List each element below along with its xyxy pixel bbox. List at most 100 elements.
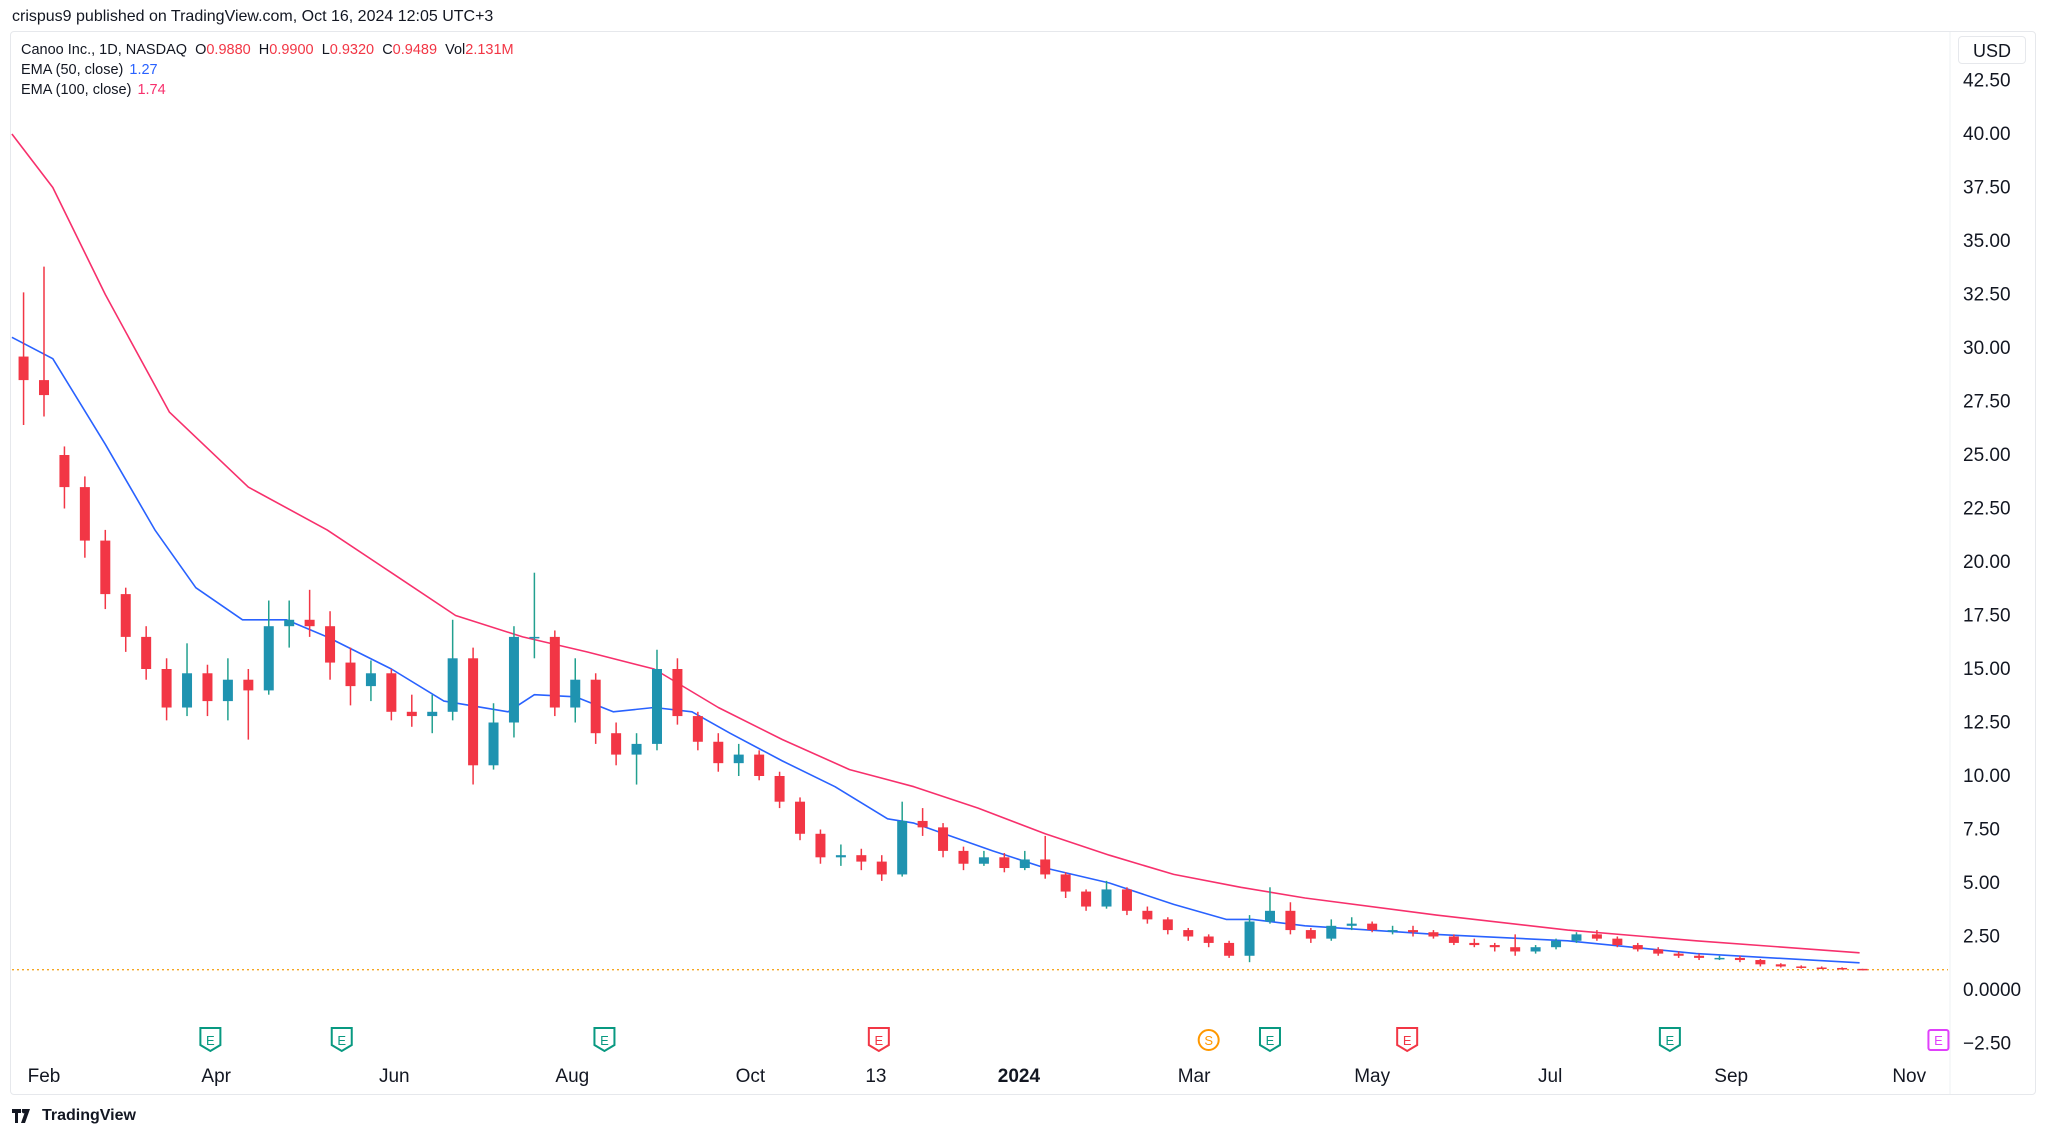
candle-body xyxy=(1653,949,1664,954)
candle-body xyxy=(774,776,785,802)
chart-frame xyxy=(10,31,2036,1095)
candle-body xyxy=(1081,891,1092,907)
ema50-line xyxy=(11,336,1860,964)
event-marker-earnings-miss[interactable]: E xyxy=(1396,1027,1419,1053)
candle xyxy=(1367,921,1378,933)
y-tick-label: 12.50 xyxy=(1963,713,2011,734)
candle xyxy=(1040,835,1051,879)
event-marker-earnings-beat[interactable]: E xyxy=(593,1027,616,1053)
x-tick-label: 13 xyxy=(865,1066,886,1087)
candle-body xyxy=(1060,874,1071,892)
candle-body xyxy=(222,679,233,702)
candle xyxy=(365,660,376,702)
legend-ema50-row[interactable]: EMA (50, close) 1.27 xyxy=(21,60,514,80)
x-tick-label: Jun xyxy=(379,1066,410,1087)
y-tick-label: 10.00 xyxy=(1963,766,2011,787)
y-tick-label: 15.00 xyxy=(1963,659,2011,680)
candle-body xyxy=(1489,945,1500,948)
candle xyxy=(651,649,662,751)
tradingview-logo[interactable]: TradingView xyxy=(12,1107,136,1125)
ema50-label: EMA (50, close) xyxy=(21,62,124,78)
ema100-value: 1.74 xyxy=(137,82,166,98)
event-marker-earnings-miss[interactable]: E xyxy=(867,1027,890,1053)
currency-button[interactable]: USD xyxy=(1958,36,2026,64)
y-tick-label: 7.50 xyxy=(1963,820,2000,841)
candle xyxy=(468,647,479,785)
x-tick-label: Jul xyxy=(1538,1066,1562,1087)
legend-symbol-row: Canoo Inc., 1D, NASDAQ O0.9880 H0.9900 L… xyxy=(21,40,514,60)
candle xyxy=(1081,889,1092,911)
open-value: 0.9880 xyxy=(206,42,251,58)
candle xyxy=(999,853,1010,873)
x-tick-label: Oct xyxy=(736,1066,766,1087)
event-label: E xyxy=(337,1033,346,1048)
candle-body xyxy=(406,711,417,717)
earnings-icon xyxy=(1258,1027,1281,1053)
candle-body xyxy=(1510,947,1521,952)
x-tick-label: Nov xyxy=(1892,1066,1926,1087)
candle-body xyxy=(1121,889,1132,911)
candle xyxy=(1060,872,1071,898)
y-tick-label: −2.50 xyxy=(1963,1034,2011,1055)
candle-body xyxy=(1775,964,1786,967)
candle-body xyxy=(1101,889,1112,907)
event-label: E xyxy=(1266,1033,1275,1048)
candle-body xyxy=(1632,945,1643,950)
tradingview-logo-icon xyxy=(12,1109,30,1123)
x-tick-label: Apr xyxy=(201,1066,231,1087)
candle xyxy=(325,611,336,680)
tradingview-brand: TradingView xyxy=(42,1107,136,1124)
candle-body xyxy=(978,857,989,864)
legend-ema100-row[interactable]: EMA (100, close) 1.74 xyxy=(21,80,514,100)
candle xyxy=(1714,955,1725,961)
x-tick-label: Aug xyxy=(555,1066,589,1087)
candle xyxy=(18,292,29,426)
ema50-value: 1.27 xyxy=(129,62,158,78)
candle-body xyxy=(263,626,274,691)
high-value: 0.9900 xyxy=(269,42,314,58)
event-marker-earnings-beat[interactable]: E xyxy=(330,1027,353,1053)
split-icon xyxy=(1197,1029,1220,1051)
candle-body xyxy=(1040,859,1051,875)
event-label: S xyxy=(1204,1033,1213,1048)
candle-body xyxy=(1367,923,1378,931)
candle xyxy=(263,600,274,695)
candle-body xyxy=(1019,859,1030,869)
volume-value: 2.131M xyxy=(465,42,514,58)
candle xyxy=(1653,947,1664,956)
y-tick-label: 2.50 xyxy=(1963,927,2000,948)
candle-body xyxy=(161,669,172,708)
candle xyxy=(733,743,744,776)
y-tick-label: 22.50 xyxy=(1963,499,2011,520)
candle-body xyxy=(182,673,193,708)
candle xyxy=(1755,958,1766,967)
candle-body xyxy=(611,733,622,755)
x-tick-label: Sep xyxy=(1714,1066,1748,1087)
symbol-name[interactable]: Canoo Inc., 1D, NASDAQ xyxy=(21,42,188,58)
event-marker-earnings-beat[interactable]: E xyxy=(1658,1027,1681,1053)
candle-body xyxy=(508,636,519,723)
event-marker-earnings-beat[interactable]: E xyxy=(199,1027,222,1053)
candle-body xyxy=(917,820,928,828)
candle xyxy=(1142,906,1153,924)
candle-body xyxy=(427,711,438,717)
candle-body xyxy=(692,716,703,742)
y-tick-label: 30.00 xyxy=(1963,338,2011,359)
event-marker-earnings-upcoming[interactable]: E xyxy=(1927,1029,1950,1051)
event-marker-split[interactable]: S xyxy=(1197,1029,1220,1051)
candle-body xyxy=(754,754,765,776)
x-tick-label: May xyxy=(1354,1066,1390,1087)
event-label: E xyxy=(874,1033,883,1048)
candle xyxy=(1428,930,1439,939)
candle xyxy=(978,850,989,866)
candle-body xyxy=(100,540,111,595)
event-marker-earnings-beat[interactable]: E xyxy=(1258,1027,1281,1053)
candle-body xyxy=(651,669,662,744)
candle xyxy=(120,587,131,652)
candle xyxy=(1734,955,1745,963)
candle-body xyxy=(1857,968,1868,971)
candle xyxy=(1775,963,1786,968)
candle-body xyxy=(202,673,213,702)
candle xyxy=(100,529,111,610)
